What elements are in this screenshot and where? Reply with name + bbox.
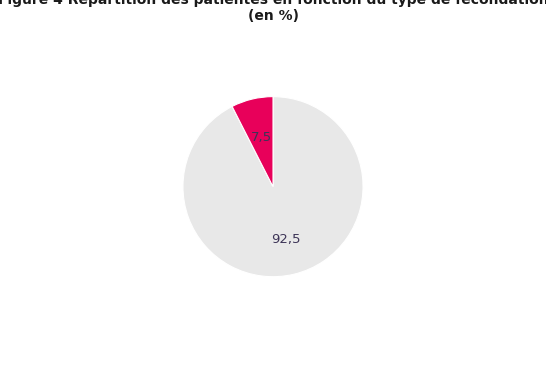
Wedge shape	[183, 97, 363, 277]
Legend: Naturelle, PMA: Naturelle, PMA	[206, 362, 340, 366]
Text: 7,5: 7,5	[251, 131, 272, 144]
Wedge shape	[232, 97, 273, 187]
Text: 92,5: 92,5	[271, 233, 300, 246]
Title: Figure 4 Répartition des patientes en fonction du type de fécondation
(en %): Figure 4 Répartition des patientes en fo…	[0, 0, 546, 23]
